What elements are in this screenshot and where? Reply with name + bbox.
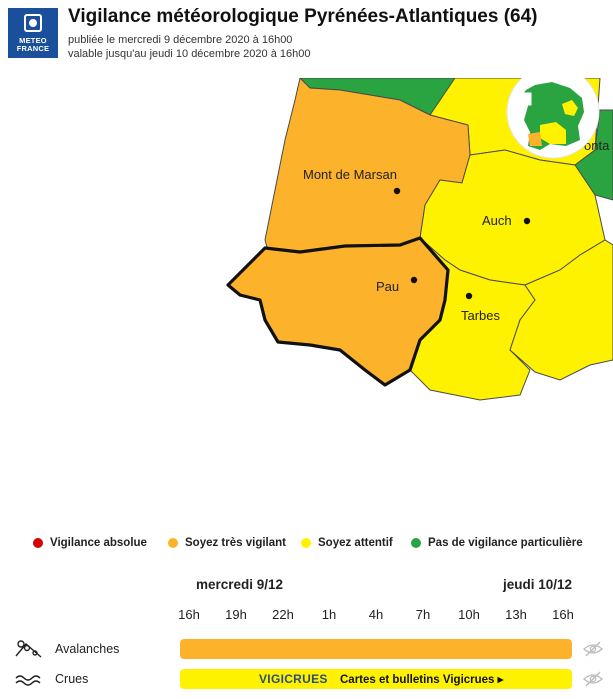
timeline-hours: 16h 19h 22h 1h 4h 7h 10h 13h 16h (0, 607, 613, 625)
hour-label: 13h (505, 607, 527, 622)
valid-until-date: valable jusqu'au jeudi 10 décembre 2020 … (68, 48, 311, 60)
legend-orange-dot-icon (168, 538, 178, 548)
hour-label: 4h (368, 607, 384, 622)
vigicrues-logo: VIGICRUES (259, 672, 328, 686)
timeline-day-1: mercredi 9/12 (196, 577, 284, 592)
vigilance-map[interactable]: Mont de Marsan Auch Pau Tarbes onta (0, 65, 613, 532)
legend-red-dot-icon (33, 538, 43, 548)
vigilance-legend: Vigilance absolue Soyez très vigilant So… (0, 537, 613, 553)
published-date: publiée le mercredi 9 décembre 2020 à 16… (68, 34, 293, 46)
logo-line1: METEO (19, 36, 47, 45)
vigicrues-link[interactable]: Cartes et bulletins Vigicrues ▸ (340, 674, 504, 686)
hour-label: 10h (458, 607, 480, 622)
legend-label: Soyez attentif (318, 537, 393, 549)
map-dept-pyrenees-atlantiques[interactable] (226, 236, 450, 387)
hour-label: 19h (225, 607, 247, 622)
inset-yellow-zone-east (562, 100, 578, 116)
city-dot-auch (523, 217, 531, 225)
avalanche-icon (15, 640, 42, 658)
hour-label: 16h (178, 607, 200, 622)
timeline-day-2: jeudi 10/12 (503, 577, 573, 592)
hide-eye-icon[interactable] (583, 670, 603, 688)
legend-label: Pas de vigilance particulière (428, 537, 583, 549)
city-dot-pau (410, 276, 418, 284)
legend-yellow-dot-icon (301, 538, 311, 548)
france-overview-inset[interactable] (506, 65, 600, 159)
inset-orange-zone (528, 132, 542, 146)
map-dept-haute-garonne[interactable] (509, 239, 613, 381)
hour-label: 16h (552, 607, 574, 622)
city-label-montauban: onta (584, 138, 610, 153)
hide-eye-icon[interactable] (583, 640, 603, 658)
legend-item-yellow: Soyez attentif (301, 537, 393, 549)
phenomenon-row-crues[interactable]: Crues VIGICRUES Cartes et bulletins Vigi… (0, 668, 613, 692)
city-label-pau: Pau (376, 279, 399, 294)
avalanches-level-bar[interactable] (180, 639, 572, 659)
legend-item-green: Pas de vigilance particulière (411, 537, 583, 549)
hour-label: 1h (321, 607, 337, 622)
legend-item-orange: Soyez très vigilant (168, 537, 286, 549)
meteo-france-logo[interactable]: METEO FRANCE (8, 8, 58, 58)
legend-green-dot-icon (411, 538, 421, 548)
crues-level-bar[interactable]: VIGICRUES Cartes et bulletins Vigicrues … (180, 669, 572, 689)
inset-yellow-zone (540, 122, 566, 144)
city-label-mont-de-marsan: Mont de Marsan (303, 167, 397, 182)
phenomenon-row-avalanches[interactable]: Avalanches (0, 638, 613, 662)
logo-line2: FRANCE (16, 44, 50, 53)
page-title: Vigilance météorologique Pyrénées-Atlant… (68, 6, 538, 27)
city-dot-mont-de-marsan (393, 187, 401, 195)
hour-label: 22h (272, 607, 294, 622)
page-header: METEO FRANCE Vigilance météorologique Py… (0, 0, 613, 78)
city-label-auch: Auch (482, 213, 512, 228)
logo-mark-icon (24, 14, 42, 32)
inset-white-frame (518, 92, 532, 106)
legend-label: Soyez très vigilant (185, 537, 286, 549)
hour-label: 7h (415, 607, 431, 622)
phenomenon-label: Crues (55, 672, 89, 686)
legend-item-red: Vigilance absolue (33, 537, 147, 549)
city-dot-tarbes (465, 292, 473, 300)
flood-icon (15, 675, 41, 686)
phenomenon-label: Avalanches (55, 642, 120, 656)
legend-label: Vigilance absolue (50, 537, 147, 549)
city-label-tarbes: Tarbes (461, 308, 501, 323)
